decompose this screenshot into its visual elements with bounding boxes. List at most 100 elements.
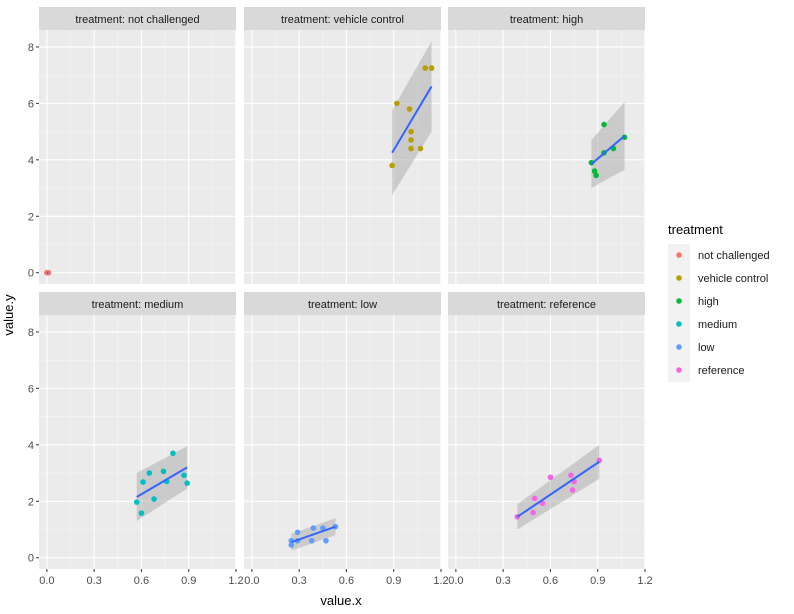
y-tick-label: 2 <box>28 211 34 223</box>
x-tick-label: 0.9 <box>181 575 196 587</box>
x-tick-label: 1.2 <box>637 575 652 587</box>
panel-background <box>244 315 441 569</box>
data-point <box>160 468 167 475</box>
x-tick-label: 1.2 <box>228 575 243 587</box>
legend-label: vehicle control <box>698 273 768 285</box>
x-tick-label: 0.0 <box>39 575 54 587</box>
legend-item: reference <box>668 359 744 382</box>
y-tick-label: 6 <box>28 383 34 395</box>
facet-panel-reference: treatment: reference <box>448 292 646 569</box>
data-point <box>184 480 190 487</box>
data-point <box>568 472 574 479</box>
x-axis-title: value.x <box>320 593 362 608</box>
y-tick-label: 4 <box>28 155 34 167</box>
panel-background <box>448 30 645 284</box>
data-point <box>591 168 598 174</box>
x-tick-label: 0.0 <box>244 575 259 587</box>
y-tick-label: 6 <box>28 98 34 110</box>
facet-strip <box>39 292 236 315</box>
data-point <box>146 470 153 476</box>
data-point <box>531 495 538 502</box>
x-tick-label: 0.6 <box>543 575 558 587</box>
x-tick-label: 0.9 <box>386 575 401 587</box>
legend-item: medium <box>668 313 737 336</box>
data-point <box>310 525 317 531</box>
x-tick-label: 0.3 <box>87 575 102 587</box>
legend-title: treatment <box>668 222 723 237</box>
y-tick-label: 4 <box>28 440 34 452</box>
legend-label: reference <box>698 365 744 377</box>
regression-line <box>516 460 600 518</box>
panel-background <box>39 30 236 284</box>
data-point <box>389 162 395 169</box>
y-tick-label: 0 <box>28 553 34 565</box>
facet-panel-medium: treatment: medium <box>39 292 237 569</box>
facet-panel-not-challenged: treatment: not challenged <box>39 7 237 284</box>
panel-background <box>244 30 441 284</box>
confidence-band <box>591 101 625 189</box>
legend-key <box>676 367 682 373</box>
x-tick-label: 0.3 <box>292 575 307 587</box>
facet-strip-label: treatment: vehicle control <box>281 14 404 26</box>
data-point <box>170 450 176 457</box>
facet-panel-low: treatment: low <box>244 292 442 569</box>
confidence-band <box>517 444 600 530</box>
facet-panel-high: treatment: high <box>448 7 646 284</box>
facet-strip-label: treatment: medium <box>92 299 184 311</box>
data-point <box>406 106 413 112</box>
y-tick-label: 8 <box>28 327 34 339</box>
facet-strip-label: treatment: not challenged <box>75 14 199 26</box>
legend-key <box>676 252 682 258</box>
legend-key <box>676 298 682 304</box>
legend-label: low <box>698 342 715 354</box>
y-tick-label: 8 <box>28 42 34 54</box>
data-point <box>140 479 146 485</box>
x-tick-label: 0.0 <box>448 575 463 587</box>
confidence-band <box>136 446 188 522</box>
legend-label: high <box>698 296 719 308</box>
facet-strip <box>448 292 645 315</box>
x-tick-label: 0.3 <box>496 575 511 587</box>
y-tick-label: 2 <box>28 496 34 508</box>
data-point <box>181 472 187 479</box>
facet-strip <box>244 292 441 315</box>
data-point <box>138 510 145 516</box>
y-tick-label: 0 <box>28 268 34 280</box>
data-point <box>593 172 599 179</box>
data-point <box>408 128 414 135</box>
regression-line <box>391 85 433 154</box>
legend-key <box>676 321 682 327</box>
x-tick-label: 0.9 <box>590 575 605 587</box>
facet-strip-label: treatment: high <box>510 14 583 26</box>
legend-item: not challenged <box>668 244 770 267</box>
legend-label: not challenged <box>698 250 770 262</box>
facet-strip-label: treatment: low <box>308 299 377 311</box>
data-point <box>308 537 315 544</box>
regression-line <box>590 135 626 165</box>
legend: treatment not challenged vehicle control h… <box>668 222 770 382</box>
data-point <box>408 145 414 152</box>
facet-strip-label: treatment: reference <box>497 299 596 311</box>
data-point <box>288 542 295 548</box>
data-point <box>601 121 607 128</box>
data-point <box>530 509 536 516</box>
x-tick-label: 0.6 <box>339 575 354 587</box>
data-point <box>151 496 157 502</box>
regression-line <box>136 466 188 498</box>
facet-panel-vehicle-control: treatment: vehicle control <box>244 7 442 284</box>
legend-key <box>676 275 682 281</box>
data-point <box>394 100 400 107</box>
panel-background <box>39 315 236 569</box>
x-tick-label: 0.6 <box>134 575 149 587</box>
legend-item: high <box>668 290 719 313</box>
legend-item: low <box>668 336 715 359</box>
y-axis-title: value.y <box>1 294 16 336</box>
facet-strip <box>448 7 645 30</box>
data-point <box>417 145 424 152</box>
facet-strip <box>39 7 236 30</box>
regression-line <box>290 525 336 544</box>
legend-label: medium <box>698 319 737 331</box>
legend-key <box>676 344 682 350</box>
data-point <box>547 474 554 481</box>
data-point <box>428 65 435 71</box>
